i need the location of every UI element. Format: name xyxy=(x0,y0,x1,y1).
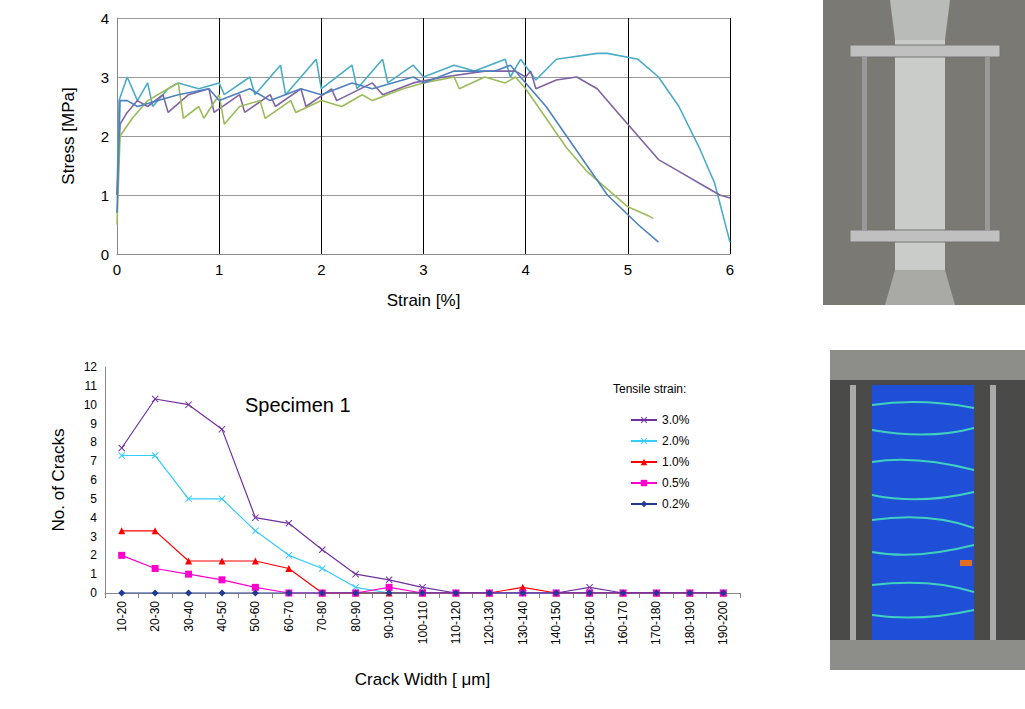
svg-text:11: 11 xyxy=(85,379,98,393)
svg-text:2: 2 xyxy=(317,261,325,278)
svg-text:180-190: 180-190 xyxy=(683,601,697,645)
svg-text:1: 1 xyxy=(90,567,97,581)
svg-text:190-200: 190-200 xyxy=(716,601,730,645)
svg-text:8: 8 xyxy=(90,435,97,449)
svg-text:5: 5 xyxy=(624,261,632,278)
svg-text:3.0%: 3.0% xyxy=(662,413,690,427)
svg-text:0: 0 xyxy=(101,246,109,263)
svg-text:30-40: 30-40 xyxy=(182,601,196,632)
svg-text:Specimen 1: Specimen 1 xyxy=(245,394,351,416)
svg-text:170-180: 170-180 xyxy=(649,601,663,645)
svg-text:0.2%: 0.2% xyxy=(662,497,690,511)
svg-text:12: 12 xyxy=(84,360,98,374)
svg-text:0.5%: 0.5% xyxy=(662,476,690,490)
svg-text:No. of Cracks: No. of Cracks xyxy=(49,429,68,532)
svg-text:100-110: 100-110 xyxy=(416,601,430,644)
svg-text:140-150: 140-150 xyxy=(549,601,563,645)
svg-text:2.0%: 2.0% xyxy=(662,434,690,448)
svg-text:10-20: 10-20 xyxy=(115,601,129,632)
svg-text:Tensile strain:: Tensile strain: xyxy=(613,382,686,396)
svg-text:10: 10 xyxy=(84,398,98,412)
svg-text:1: 1 xyxy=(101,187,109,204)
svg-text:50-60: 50-60 xyxy=(248,601,262,632)
svg-text:80-90: 80-90 xyxy=(349,601,363,632)
svg-text:5: 5 xyxy=(90,492,97,506)
svg-text:6: 6 xyxy=(726,261,734,278)
svg-text:Crack Width [ μm]: Crack Width [ μm] xyxy=(355,670,490,689)
svg-text:1.0%: 1.0% xyxy=(662,455,690,469)
svg-text:4: 4 xyxy=(101,10,109,27)
svg-text:6: 6 xyxy=(90,473,97,487)
svg-text:90-100: 90-100 xyxy=(382,601,396,639)
svg-text:60-70: 60-70 xyxy=(282,601,296,632)
svg-text:1: 1 xyxy=(215,261,223,278)
svg-text:110-120: 110-120 xyxy=(449,601,463,644)
svg-text:0: 0 xyxy=(90,586,97,600)
svg-text:Strain [%]: Strain [%] xyxy=(387,291,461,310)
svg-text:2: 2 xyxy=(90,548,97,562)
svg-text:3: 3 xyxy=(101,69,109,86)
svg-text:3: 3 xyxy=(90,530,97,544)
svg-text:70-80: 70-80 xyxy=(315,601,329,632)
svg-text:130-140: 130-140 xyxy=(516,601,530,645)
svg-text:120-130: 120-130 xyxy=(482,601,496,645)
svg-text:20-30: 20-30 xyxy=(148,601,162,632)
svg-text:0: 0 xyxy=(113,261,121,278)
svg-text:150-160: 150-160 xyxy=(583,601,597,645)
svg-text:4: 4 xyxy=(521,261,529,278)
svg-text:3: 3 xyxy=(419,261,427,278)
svg-text:2: 2 xyxy=(101,128,109,145)
svg-text:160-170: 160-170 xyxy=(616,601,630,645)
svg-text:4: 4 xyxy=(90,511,97,525)
svg-text:Stress [MPa]: Stress [MPa] xyxy=(59,87,78,184)
svg-text:9: 9 xyxy=(90,417,97,431)
svg-text:7: 7 xyxy=(90,454,97,468)
svg-text:40-50: 40-50 xyxy=(215,601,229,632)
